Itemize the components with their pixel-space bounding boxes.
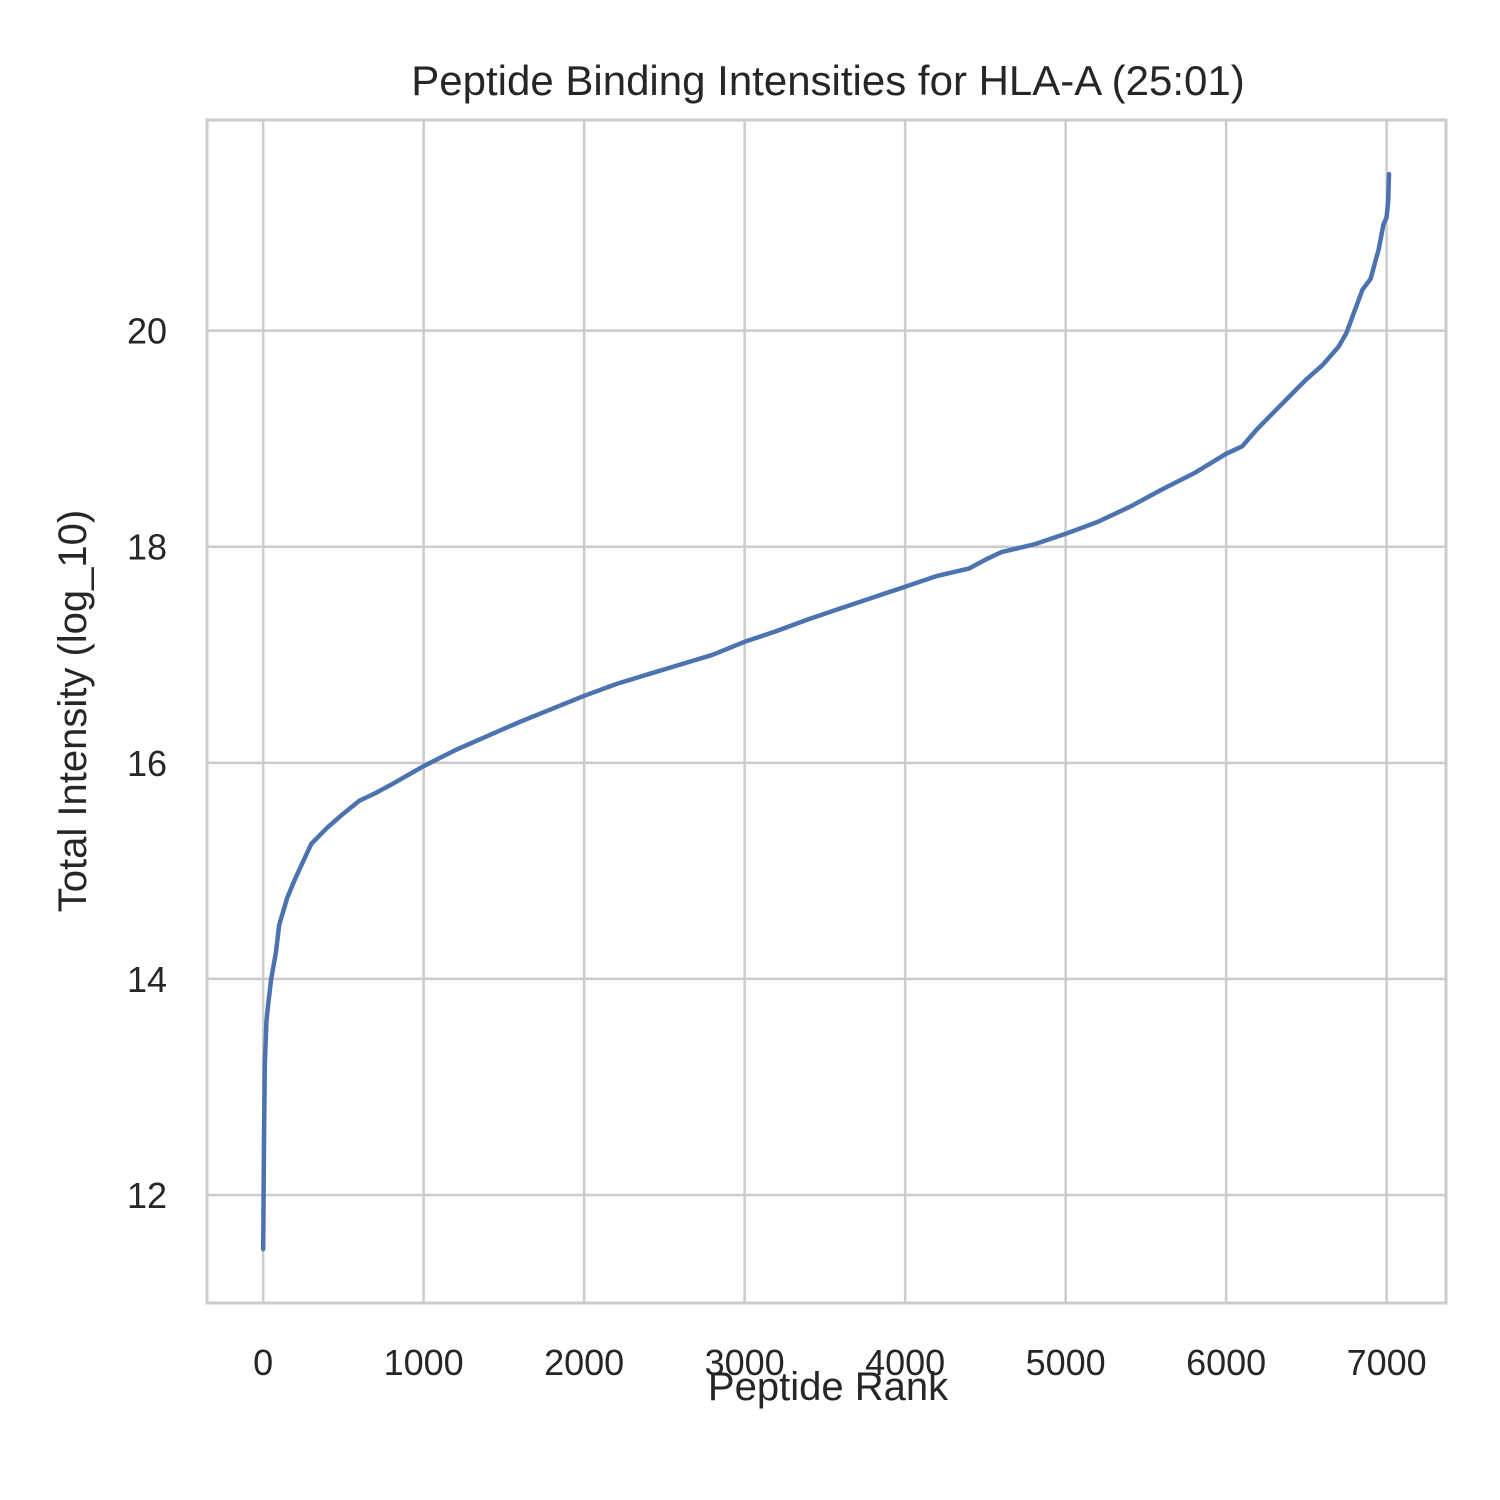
x-tick-label: 6000 [1186,1342,1266,1383]
y-tick-label: 18 [127,527,167,568]
x-tick-labels: 0 1000 2000 3000 4000 5000 6000 7000 [253,1342,1427,1383]
y-tick-labels: 12 14 16 18 20 [127,311,167,1216]
y-tick-label: 16 [127,743,167,784]
x-tick-label: 2000 [544,1342,624,1383]
x-tick-label: 3000 [705,1342,785,1383]
x-tick-label: 7000 [1347,1342,1427,1383]
y-tick-label: 14 [127,959,167,1000]
grid-lines [207,120,1446,1303]
y-tick-label: 12 [127,1175,167,1216]
x-tick-label: 1000 [384,1342,464,1383]
x-axis-label: Peptide Rank [708,1365,949,1409]
series-line [260,171,1392,1252]
x-tick-label: 4000 [865,1342,945,1383]
series-layer [260,171,1392,1252]
chart-title: Peptide Binding Intensities for HLA-A (2… [411,57,1244,104]
y-tick-label: 20 [127,311,167,352]
x-tick-label: 0 [253,1342,273,1383]
plot-frame [205,118,1448,1305]
x-tick-label: 5000 [1026,1342,1106,1383]
y-axis-label: Total Intensity (log_10) [51,510,95,912]
